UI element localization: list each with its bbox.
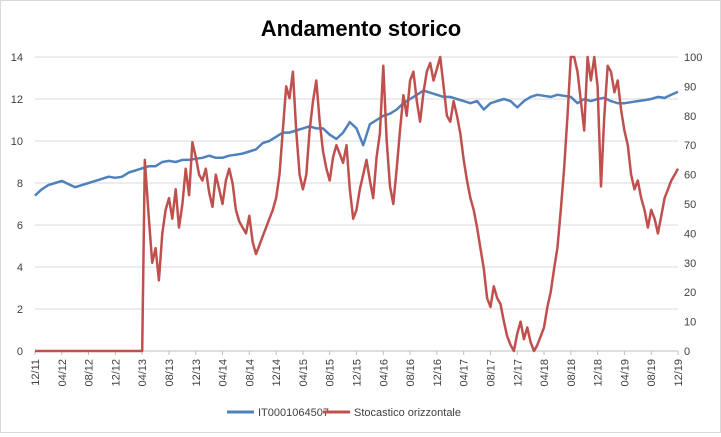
x-tick-label: 04/12 (57, 359, 69, 387)
y-left-tick-label: 2 (17, 304, 23, 316)
x-tick-label: 12/14 (271, 359, 283, 387)
x-tick-label: 08/12 (84, 359, 96, 387)
y-right-tick-label: 0 (684, 346, 690, 358)
x-tick-label: 12/12 (110, 359, 122, 387)
y-right-tick-label: 70 (684, 140, 696, 152)
x-tick-label: 04/13 (137, 359, 149, 387)
x-tick-label: 12/13 (191, 359, 203, 387)
y-right-tick-label: 80 (684, 111, 696, 123)
y-right-tick-label: 10 (684, 317, 696, 329)
y-right-tick-label: 90 (684, 81, 696, 93)
series-lines (34, 55, 680, 353)
x-tick-label: 12/16 (432, 359, 444, 387)
x-tick-label: 08/18 (566, 359, 578, 387)
x-tick-label: 04/17 (459, 359, 471, 387)
x-tick-label: 12/11 (30, 359, 42, 386)
y-right-tick-label: 60 (684, 170, 696, 182)
x-tick-label: 08/19 (646, 359, 658, 387)
x-tick-label: 12/17 (512, 359, 524, 387)
x-tick-label: 08/15 (325, 359, 337, 387)
x-tick-label: 12/19 (673, 359, 685, 387)
y-left-tick-label: 8 (17, 178, 23, 190)
x-tick-label: 04/16 (378, 359, 390, 387)
legend: IT0001064507 Stocastico orizzontale (227, 407, 461, 419)
x-tick-label: 08/16 (405, 359, 417, 387)
y-right-tick-label: 20 (684, 287, 696, 299)
x-tick-label: 08/17 (485, 359, 497, 387)
y-left-tick-label: 10 (11, 136, 23, 148)
x-tick-label: 04/14 (218, 359, 230, 387)
y-left-tick-label: 0 (17, 346, 23, 358)
x-tick-label: 08/14 (244, 359, 256, 387)
y-axis-left: 0 2 4 6 8 10 12 14 (11, 52, 23, 358)
y-right-tick-label: 50 (684, 199, 696, 211)
y-right-tick-label: 100 (684, 52, 702, 64)
y-left-tick-label: 6 (17, 220, 23, 232)
y-left-tick-label: 14 (11, 52, 23, 64)
legend-label-1: IT0001064507 (258, 407, 329, 419)
x-axis: 12/11 04/12 08/12 12/12 04/13 08/13 12/13 04/14… (30, 350, 685, 387)
y-axis-right: 0 10 20 30 40 50 60 70 80 90 100 (684, 52, 702, 358)
y-left-tick-label: 12 (11, 94, 23, 106)
x-tick-label: 04/15 (298, 359, 310, 387)
series-line-1 (34, 89, 679, 197)
chart-title: Andamento storico (261, 16, 461, 41)
x-tick-label: 04/19 (619, 359, 631, 387)
y-right-tick-label: 30 (684, 258, 696, 270)
y-left-tick-label: 4 (17, 262, 23, 274)
x-tick-label: 12/15 (352, 359, 364, 387)
x-tick-label: 08/13 (164, 359, 176, 387)
legend-label-2: Stocastico orizzontale (354, 407, 461, 419)
x-tick-label: 04/18 (539, 359, 551, 387)
y-right-tick-label: 40 (684, 228, 696, 240)
x-tick-label: 12/18 (593, 359, 605, 387)
series-line-2 (35, 55, 680, 353)
